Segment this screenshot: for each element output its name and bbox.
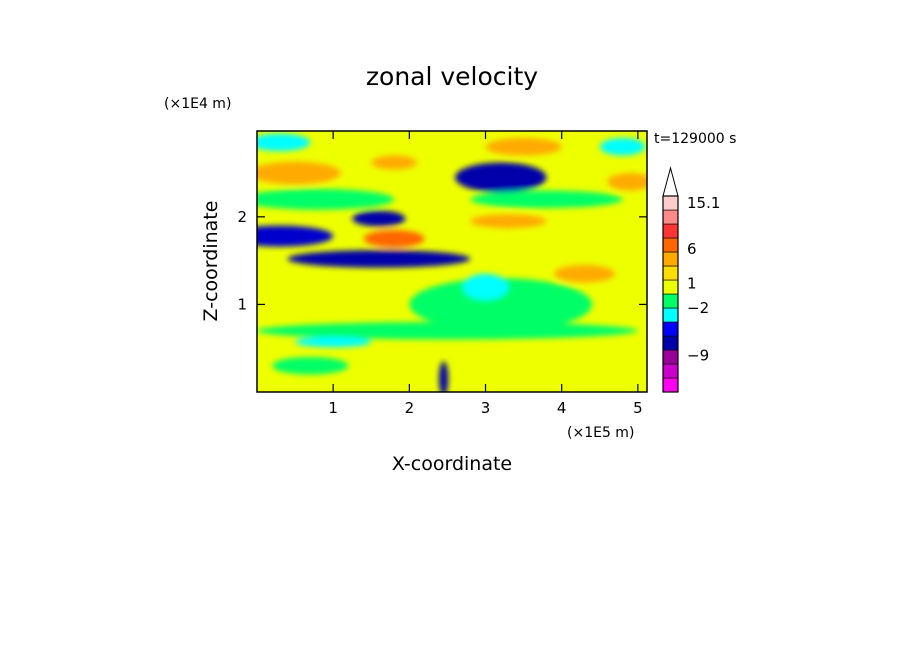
colorbar-segment-5 [662, 307, 679, 323]
contour-region-9 [371, 155, 417, 170]
colorbar-segment-6 [662, 293, 679, 309]
contour-region-14 [257, 188, 395, 210]
colorbar: 15.1 6 1 −2 −9 [662, 166, 720, 393]
colorbar-label: 15.1 [687, 194, 720, 212]
contour-region-2 [455, 162, 547, 193]
colorbar-segment-8 [662, 265, 679, 281]
colorbar-label: −9 [687, 347, 709, 365]
contour-region-20 [439, 361, 449, 392]
colorbar-segment-3 [662, 335, 679, 351]
x-tick-label: 1 [328, 399, 338, 417]
contour-region-12 [257, 321, 638, 340]
colorbar-segment-0 [662, 377, 679, 393]
x-tick-label: 5 [633, 399, 643, 417]
chart-title: zonal velocity [366, 62, 538, 91]
plot-frame [256, 130, 648, 393]
contour-region-3 [352, 210, 406, 227]
contour-region-5 [257, 161, 341, 185]
contour-region-16 [257, 133, 311, 152]
contour-region-4 [363, 229, 425, 248]
x-unit-label: (×1E5 m) [567, 425, 634, 441]
contour-region-10 [485, 138, 562, 156]
y-axis-label: Z-coordinate [200, 201, 222, 322]
colorbar-segment-11 [662, 223, 679, 239]
contour-region-19 [599, 138, 646, 156]
colorbar-segment-13 [662, 195, 679, 211]
time-label: t=129000 s [654, 131, 736, 147]
colorbar-segment-1 [662, 363, 679, 379]
colorbar-segment-7 [662, 279, 679, 295]
colorbar-segment-10 [662, 237, 679, 253]
colorbar-segment-2 [662, 349, 679, 365]
y-tick-label: 2 [237, 208, 247, 226]
x-tick-label: 4 [557, 399, 567, 417]
contour-region-1 [287, 250, 471, 268]
colorbar-label: 1 [687, 275, 697, 293]
y-unit-label: (×1E4 m) [164, 96, 231, 112]
x-tick-label: 3 [481, 399, 491, 417]
colorbar-segment-9 [662, 251, 679, 267]
colorbar-extend-arrow [662, 166, 679, 197]
colorbar-label: 6 [687, 240, 697, 258]
colorbar-segment-4 [662, 321, 679, 337]
contour-region-7 [554, 265, 616, 283]
contour-region-13 [272, 356, 349, 375]
contour-region-18 [462, 273, 509, 301]
contour-region-17 [295, 336, 372, 348]
contour-region-0 [257, 225, 334, 247]
contour-region-11 [409, 278, 593, 331]
contour-region-15 [470, 190, 623, 209]
colorbar-label: −2 [687, 299, 709, 317]
x-tick-label: 2 [405, 399, 415, 417]
colorbar-segment-12 [662, 209, 679, 225]
y-tick-label: 1 [237, 295, 247, 313]
x-axis-label: X-coordinate [392, 453, 512, 475]
contour-region-8 [607, 173, 647, 191]
contour-region-6 [470, 214, 547, 229]
colorbar-frame [662, 195, 679, 393]
contour-field [257, 131, 647, 392]
